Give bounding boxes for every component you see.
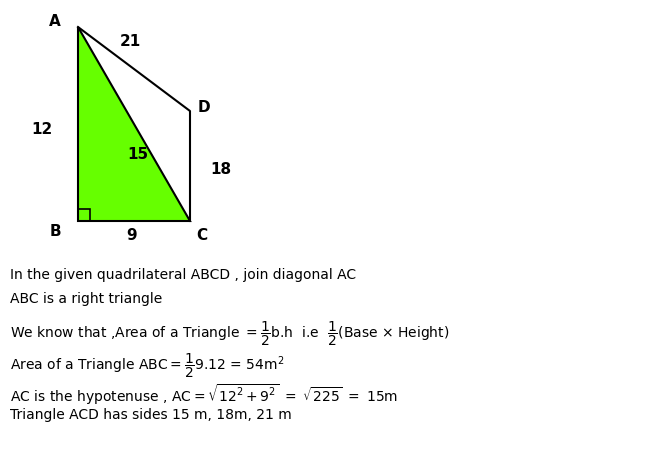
Text: 18: 18 [210, 162, 231, 177]
Text: 9: 9 [127, 228, 137, 243]
Text: 21: 21 [119, 35, 140, 50]
Bar [78, 210, 90, 222]
Text: Area of a Triangle ABC$=\dfrac{1}{2}$9.12 = 54m$^2$: Area of a Triangle ABC$=\dfrac{1}{2}$9.1… [10, 351, 285, 379]
Polygon shape [78, 28, 190, 222]
Text: ABC is a right triangle: ABC is a right triangle [10, 291, 162, 305]
Text: 15: 15 [127, 147, 148, 162]
Text: 12: 12 [32, 122, 53, 137]
Text: In the given quadrilateral ABCD , join diagonal AC: In the given quadrilateral ABCD , join d… [10, 268, 356, 281]
Text: AC is the hypotenuse , AC$=\sqrt{12^2+9^2}$ $=$ $\sqrt{225}$ $=$ 15m: AC is the hypotenuse , AC$=\sqrt{12^2+9^… [10, 381, 397, 406]
Text: Triangle ACD has sides 15 m, 18m, 21 m: Triangle ACD has sides 15 m, 18m, 21 m [10, 407, 292, 421]
Text: B: B [49, 224, 61, 239]
Text: We know that ,Area of a Triangle $=\dfrac{1}{2}$b.h  i.e  $\dfrac{1}{2}$(Base $\: We know that ,Area of a Triangle $=\dfra… [10, 319, 449, 348]
Text: A: A [49, 15, 61, 30]
Text: D: D [198, 100, 211, 115]
Text: C: C [196, 228, 207, 243]
